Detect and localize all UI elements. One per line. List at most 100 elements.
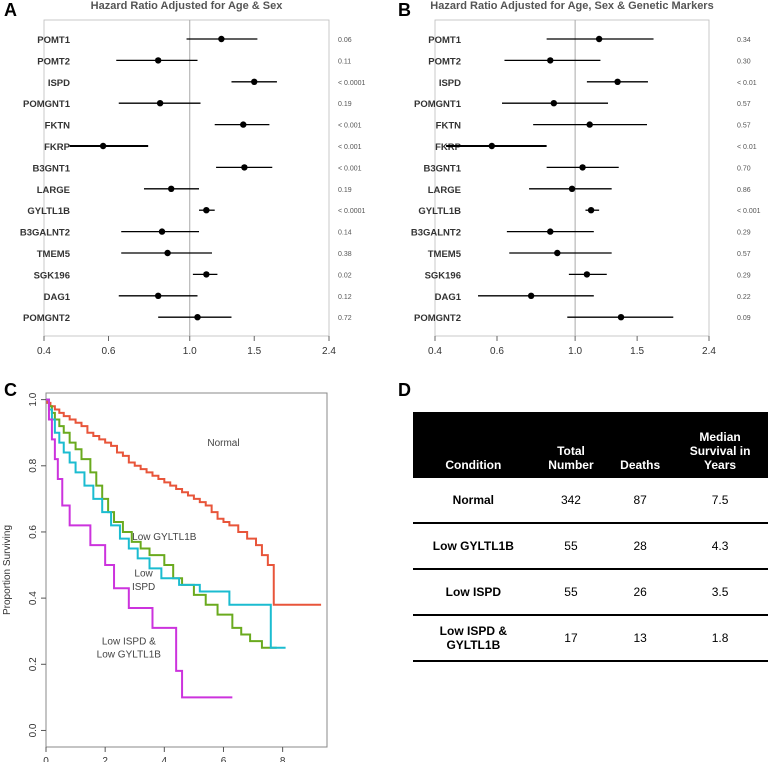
p-value: 0.22 bbox=[737, 294, 751, 301]
point-estimate bbox=[527, 292, 535, 299]
point-estimate bbox=[203, 271, 210, 278]
header-condition: Condition bbox=[413, 412, 534, 477]
point-estimate bbox=[164, 249, 171, 257]
point-estimate bbox=[547, 57, 554, 64]
p-value: 0.14 bbox=[338, 230, 352, 237]
p-value: 0.12 bbox=[338, 294, 352, 301]
point-estimate bbox=[587, 207, 595, 214]
x-tick-label: 1.5 bbox=[630, 346, 644, 357]
label-low-ispd-line2: ISPD bbox=[132, 582, 155, 593]
point-estimate bbox=[579, 164, 586, 171]
row-label: FKTN bbox=[436, 121, 461, 132]
table-row: Normal 342 87 7.5 bbox=[413, 476, 768, 523]
point-estimate bbox=[550, 100, 558, 107]
row-label: GYLTL1B bbox=[27, 206, 70, 217]
header-median-survival: Median Survival in Years bbox=[672, 412, 768, 477]
p-value: 0.29 bbox=[737, 230, 751, 237]
row-label: GYLTL1B bbox=[418, 206, 461, 217]
cell-median: 4.3 bbox=[672, 522, 768, 569]
survival-summary-table: Condition Total Number Deaths Median Sur… bbox=[413, 412, 768, 662]
x-tick-label: 1.0 bbox=[568, 346, 582, 357]
p-value: 0.38 bbox=[338, 251, 352, 258]
point-estimate bbox=[241, 164, 248, 171]
row-label: POMGNT1 bbox=[23, 99, 71, 110]
x-tick-label: 2.4 bbox=[322, 346, 336, 357]
chart-title: Hazard Ratio Adjusted for Age, Sex & Gen… bbox=[430, 0, 713, 12]
row-label: SGK196 bbox=[425, 270, 461, 281]
cell-deaths: 26 bbox=[608, 568, 673, 615]
x-tick-label: 4 bbox=[162, 756, 168, 762]
label-normal: Normal bbox=[207, 438, 239, 449]
low-gyltl1b-curve bbox=[46, 398, 277, 649]
point-estimate bbox=[154, 292, 162, 299]
y-tick-label: 0.0 bbox=[28, 723, 39, 737]
p-value: < 0.001 bbox=[338, 144, 362, 151]
point-estimate bbox=[156, 100, 164, 107]
p-value: < 0.001 bbox=[737, 208, 761, 215]
row-label: FKRP bbox=[44, 142, 71, 153]
x-tick-label: 0 bbox=[43, 756, 49, 762]
p-value: 0.02 bbox=[338, 272, 352, 279]
table-row: Low ISPD & GYLTL1B 17 13 1.8 bbox=[413, 614, 768, 662]
point-estimate bbox=[583, 271, 591, 278]
p-value: < 0.001 bbox=[338, 123, 362, 130]
row-label: POMGNT2 bbox=[414, 313, 461, 324]
x-tick-label: 2.4 bbox=[702, 346, 716, 357]
x-tick-label: 2 bbox=[102, 756, 108, 762]
label-low-ispd-line1: Low bbox=[134, 569, 153, 580]
row-label: ISPD bbox=[439, 78, 461, 89]
cell-total: 55 bbox=[533, 522, 609, 569]
x-tick-label: 1.0 bbox=[183, 346, 197, 357]
p-value: 0.30 bbox=[737, 58, 751, 65]
panel-letter-c: C bbox=[4, 380, 17, 400]
row-label: POMT1 bbox=[37, 35, 70, 46]
p-value: 0.29 bbox=[737, 272, 751, 279]
p-value: 0.57 bbox=[737, 101, 751, 108]
row-label: B3GNT1 bbox=[424, 163, 462, 174]
p-value: 0.34 bbox=[737, 37, 751, 44]
cell-total: 55 bbox=[533, 568, 609, 615]
row-label: DAG1 bbox=[435, 292, 462, 303]
p-value: 0.86 bbox=[737, 187, 751, 194]
point-estimate bbox=[154, 57, 162, 64]
row-label: DAG1 bbox=[44, 292, 71, 303]
x-tick-label: 1.5 bbox=[247, 346, 261, 357]
plot-frame bbox=[434, 19, 710, 337]
header-deaths: Deaths bbox=[608, 412, 673, 477]
low-ispd-curve bbox=[46, 398, 286, 649]
p-value: 0.19 bbox=[338, 101, 352, 108]
row-label: LARGE bbox=[428, 185, 461, 196]
row-label: B3GALNT2 bbox=[20, 228, 70, 239]
plot-frame bbox=[43, 19, 330, 337]
p-value: < 0.0001 bbox=[338, 208, 366, 215]
cell-deaths: 28 bbox=[608, 522, 673, 569]
point-estimate bbox=[240, 121, 247, 128]
point-estimate bbox=[488, 142, 496, 150]
forest-plot-b: Hazard Ratio Adjusted for Age, Sex & Gen… bbox=[411, 0, 761, 357]
row-label: TMEM5 bbox=[428, 249, 462, 260]
p-value: 0.57 bbox=[737, 251, 751, 258]
cell-condition: Low ISPD bbox=[413, 568, 534, 615]
point-estimate bbox=[614, 78, 621, 86]
point-estimate bbox=[568, 185, 576, 192]
panel-letter-b: B bbox=[398, 0, 411, 20]
y-tick-label: 0.8 bbox=[28, 458, 39, 472]
point-estimate bbox=[547, 228, 554, 235]
cell-condition: Low GYLTL1B bbox=[413, 522, 534, 569]
row-label: SGK196 bbox=[34, 270, 70, 281]
cell-condition: Low ISPD & GYLTL1B bbox=[413, 614, 534, 662]
label-combo-line2: Low GYLTL1B bbox=[97, 650, 162, 661]
point-estimate bbox=[595, 35, 603, 43]
x-tick-label: 6 bbox=[221, 756, 227, 762]
x-tick-label: 0.4 bbox=[37, 346, 51, 357]
point-estimate bbox=[194, 314, 201, 321]
x-tick-label: 0.4 bbox=[428, 346, 442, 357]
point-estimate bbox=[168, 185, 175, 192]
point-estimate bbox=[554, 249, 561, 257]
table-row: Low ISPD 55 26 3.5 bbox=[413, 568, 768, 615]
p-value: 0.09 bbox=[737, 315, 751, 322]
normal-curve bbox=[46, 398, 322, 606]
row-label: POMGNT1 bbox=[414, 99, 462, 110]
plot-frame bbox=[45, 392, 328, 748]
